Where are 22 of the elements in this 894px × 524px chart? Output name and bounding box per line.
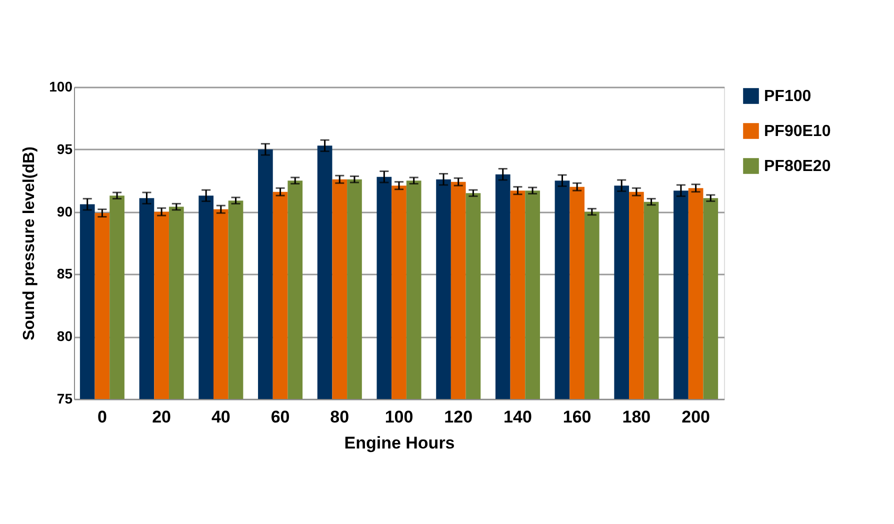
y-tick-label: 80 bbox=[56, 328, 73, 344]
x-tick-label: 0 bbox=[97, 408, 107, 426]
x-tick-label: 80 bbox=[330, 408, 350, 426]
x-axis-title: Engine Hours bbox=[344, 434, 455, 452]
x-tick-label: 200 bbox=[682, 408, 710, 426]
legend-label: PF90E10 bbox=[764, 123, 831, 140]
x-tick-label: 20 bbox=[152, 408, 172, 426]
y-tick-label: 95 bbox=[56, 140, 73, 157]
x-tick-label: 120 bbox=[444, 408, 473, 426]
y-tick-label: 90 bbox=[56, 203, 73, 220]
legend-label: PF80E20 bbox=[764, 158, 831, 175]
x-tick-label: 40 bbox=[211, 408, 230, 426]
legend-label: PF100 bbox=[764, 88, 812, 105]
x-tick-label: 100 bbox=[384, 408, 414, 426]
y-tick-label: 100 bbox=[49, 78, 73, 94]
y-tick-label: 75 bbox=[56, 390, 73, 406]
x-tick-label: 140 bbox=[504, 408, 532, 426]
y-axis-title: Sound pressure level(dB) bbox=[21, 146, 38, 340]
y-tick-label: 85 bbox=[56, 266, 73, 282]
x-tick-label: 180 bbox=[622, 408, 651, 426]
x-tick-label: 160 bbox=[562, 408, 592, 426]
x-tick-label: 60 bbox=[270, 408, 290, 426]
